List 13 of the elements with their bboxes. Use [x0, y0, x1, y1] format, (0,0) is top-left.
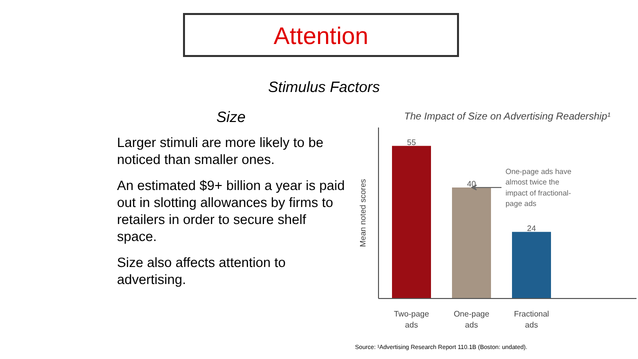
- text: Stimulus Factors: [267, 78, 381, 98]
- text: Attention: [183, 13, 459, 57]
- x-tick-label: Two-page ads: [394, 310, 430, 330]
- text: Size: [215, 109, 247, 126]
- text: An estimated $9+ billion a year is paid out in slotting allowances by firms to retailers in order to secure shelf space.: [117, 177, 345, 245]
- x-tick-label: Fractional ads: [514, 310, 550, 330]
- text: Size also affects attention to advertising.: [117, 254, 287, 288]
- data-label: 24: [527, 224, 536, 233]
- data-label: 55: [407, 138, 416, 147]
- text: Larger stimuli are more likely to be noticed than smaller ones.: [117, 134, 324, 168]
- x-tick-label: One-page ads: [454, 310, 490, 330]
- chart-title: The Impact of Size on Advertising Readership¹: [404, 112, 612, 122]
- y-axis-title: Mean noted scores: [358, 178, 368, 248]
